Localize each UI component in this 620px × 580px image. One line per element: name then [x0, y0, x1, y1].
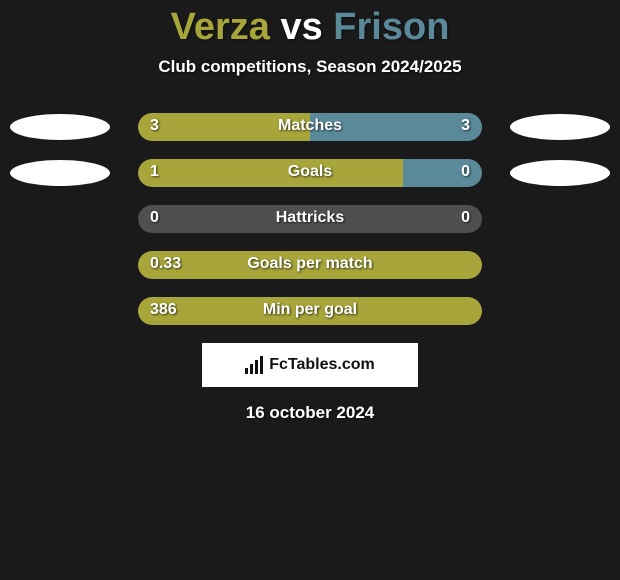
stat-label: Hattricks [0, 209, 620, 227]
bar-chart-icon [245, 356, 263, 374]
stat-label: Min per goal [0, 301, 620, 319]
title-player2: Frison [333, 6, 449, 48]
title-player1: Verza [171, 6, 270, 48]
stat-row: 33Matches [0, 113, 620, 143]
stat-row: 386Min per goal [0, 297, 620, 327]
title-vs: vs [280, 6, 322, 48]
stat-label: Matches [0, 117, 620, 135]
subtitle: Club competitions, Season 2024/2025 [0, 57, 620, 77]
attribution-text: FcTables.com [269, 356, 375, 374]
stat-label: Goals [0, 163, 620, 181]
stat-row: 00Hattricks [0, 205, 620, 235]
stat-label: Goals per match [0, 255, 620, 273]
page-title: Verza vs Frison [0, 0, 620, 49]
stat-row: 0.33Goals per match [0, 251, 620, 281]
comparison-chart: 33Matches 10Goals 00Hattricks 0.33Goals per… [0, 113, 620, 327]
date-label: 16 october 2024 [0, 403, 620, 423]
stat-row: 10Goals [0, 159, 620, 189]
attribution-box: FcTables.com [202, 343, 418, 387]
